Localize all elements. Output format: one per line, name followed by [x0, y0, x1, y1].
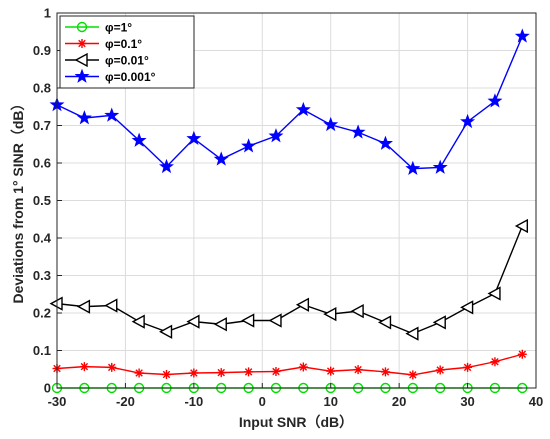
y-axis-label: Deviations from 1° SINR（dB）	[10, 96, 26, 303]
data-point	[159, 158, 174, 174]
data-point	[298, 362, 308, 372]
y-tick-label: 0.7	[33, 118, 51, 133]
legend-marker	[74, 68, 90, 83]
series-line	[56, 353, 523, 376]
y-tick-label: 0	[44, 381, 51, 396]
data-point	[186, 314, 200, 329]
data-point	[159, 324, 173, 339]
y-tick-label: 0.5	[33, 193, 51, 208]
legend-entry: φ=0.001°	[65, 68, 156, 84]
legend-label: φ=0.01°	[105, 54, 149, 68]
legend-marker	[74, 52, 88, 68]
data-point	[377, 315, 392, 330]
data-point	[213, 151, 229, 166]
data-point	[405, 326, 419, 341]
legend-label: φ=0.001°	[105, 70, 156, 84]
data-point	[326, 366, 336, 376]
data-point	[268, 128, 284, 143]
data-point	[76, 110, 92, 125]
data-point	[241, 313, 255, 328]
data-point	[131, 132, 147, 147]
data-point	[295, 101, 311, 117]
data-point	[435, 365, 445, 375]
x-tick-label: 20	[392, 394, 406, 409]
data-point	[380, 367, 390, 377]
x-axis-ticks: -30 -20 -10 0 10 20 30 40	[48, 383, 543, 409]
data-point	[131, 314, 145, 329]
series	[49, 218, 529, 341]
data-point	[460, 300, 474, 315]
data-point	[104, 298, 118, 313]
y-tick-label: 0.6	[33, 156, 51, 171]
x-tick-label: 30	[460, 394, 474, 409]
series-line	[56, 35, 523, 170]
legend-entry: φ=0.01°	[65, 52, 149, 68]
y-tick-label: 0.4	[33, 231, 52, 246]
legend-label: φ=0.1°	[105, 37, 142, 51]
legend-entry: φ=0.1°	[65, 37, 142, 51]
data-point	[295, 297, 310, 312]
data-point	[216, 368, 226, 378]
data-point	[350, 124, 366, 139]
data-point	[432, 315, 446, 330]
y-tick-label: 1	[44, 6, 51, 21]
data-point	[213, 317, 227, 332]
legend-label: φ=1°	[105, 21, 132, 35]
data-point	[432, 159, 448, 174]
data-point	[186, 130, 202, 145]
data-point	[104, 107, 120, 122]
data-point	[268, 313, 282, 328]
y-tick-label: 0.2	[33, 306, 51, 321]
data-point	[460, 113, 476, 129]
data-point	[463, 362, 473, 372]
legend-marker	[76, 21, 88, 33]
data-point	[323, 306, 337, 322]
y-tick-label: 0.1	[33, 343, 51, 358]
data-point	[517, 349, 527, 359]
y-tick-label: 0.9	[33, 43, 51, 58]
data-point	[487, 286, 501, 301]
data-point	[487, 93, 503, 108]
y-tick-label: 0.3	[33, 268, 51, 283]
y-tick-label: 0.8	[33, 81, 51, 96]
x-tick-label: -10	[184, 394, 203, 409]
x-axis-label: Input SNR（dB）	[239, 414, 353, 430]
data-point	[244, 367, 254, 377]
data-point	[134, 368, 144, 378]
data-point	[107, 362, 117, 372]
data-point	[323, 116, 339, 132]
data-point	[490, 357, 500, 367]
data-point	[514, 28, 530, 43]
data-point	[514, 218, 529, 234]
data-point	[189, 368, 199, 378]
data-point	[350, 303, 364, 319]
data-point	[405, 160, 421, 175]
data-point	[377, 135, 393, 150]
y-axis-ticks: 0 0.1 0.2 0.3 0.4 0.5 0.6 0.7 0.8 0.9 1	[33, 6, 62, 396]
data-point	[76, 299, 91, 314]
data-point	[271, 367, 281, 376]
data-point	[161, 370, 171, 379]
data-point	[408, 370, 418, 380]
x-tick-label: 40	[529, 394, 543, 409]
x-tick-label: 10	[323, 394, 337, 409]
x-tick-label: -30	[48, 394, 67, 409]
data-point	[241, 138, 257, 153]
data-point	[79, 362, 89, 372]
legend-marker	[77, 39, 87, 48]
x-tick-label: -20	[116, 394, 135, 409]
legend-entry: φ=1°	[65, 21, 132, 35]
x-tick-label: 0	[259, 394, 266, 409]
series	[52, 349, 527, 380]
legend: φ=1° φ=0.1° φ=0.01° φ=0.001°	[59, 15, 195, 89]
data-point	[353, 365, 363, 375]
